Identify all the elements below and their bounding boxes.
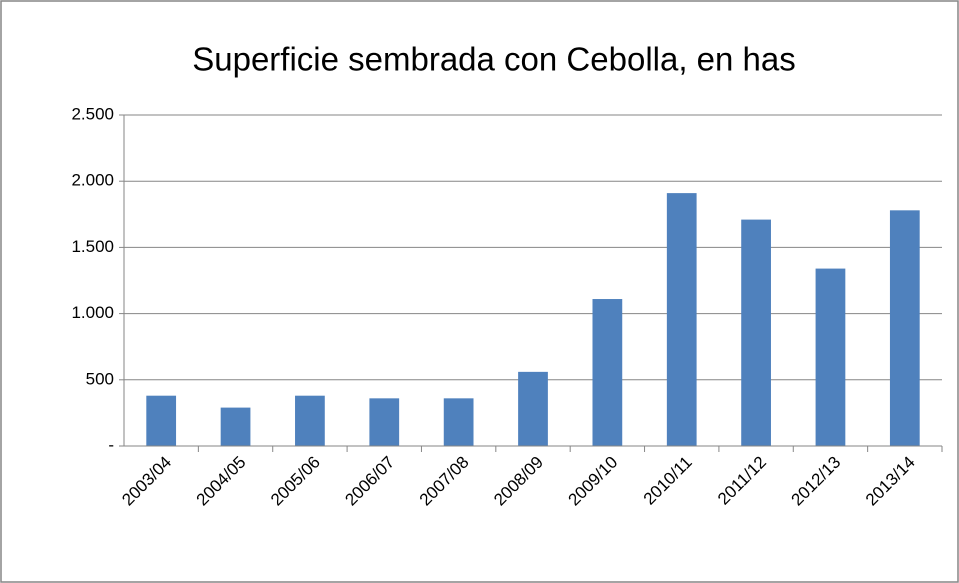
bar — [889, 210, 920, 446]
bar — [369, 398, 400, 446]
y-tick-label: 2.500 — [71, 104, 114, 123]
y-tick-label: 1.000 — [71, 303, 114, 322]
bar — [518, 371, 548, 446]
chart-title: Superficie sembrada con Cebolla, en has — [192, 41, 796, 78]
bar — [666, 193, 697, 446]
bar — [220, 407, 251, 446]
y-tick-label: 500 — [86, 369, 114, 388]
y-tick-label: - — [108, 435, 114, 454]
bar — [295, 395, 325, 446]
bar — [146, 395, 177, 446]
bar — [443, 398, 474, 446]
y-tick-label: 2.000 — [71, 171, 114, 190]
bar — [592, 299, 623, 446]
bar — [815, 268, 846, 446]
bar — [741, 219, 771, 446]
y-tick-label: 1.500 — [71, 237, 114, 256]
